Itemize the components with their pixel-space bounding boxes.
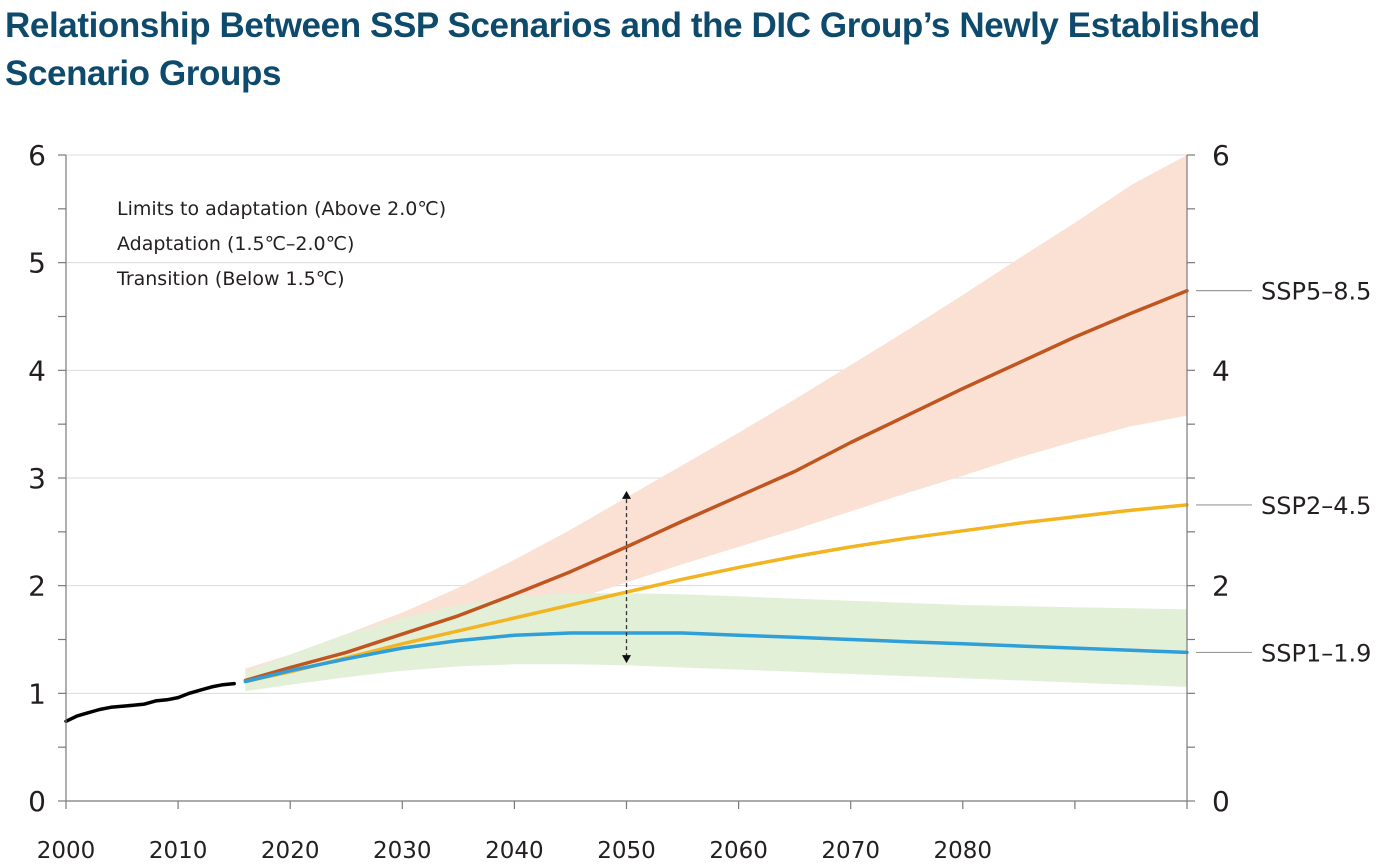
band-ssp5-8-5 xyxy=(245,155,1187,688)
x-tick-label: 2080 xyxy=(934,838,993,864)
band-ssp1-1-9 xyxy=(245,593,1187,692)
series-line-ssp1-1-9 xyxy=(243,631,1189,684)
uncertainty-bands xyxy=(245,155,1187,692)
y-tick-label: 2 xyxy=(28,570,46,603)
x-tick-label: 2030 xyxy=(373,838,432,864)
x-tick-label: 2050 xyxy=(597,838,656,864)
legend-item: Limits to adaptation (Above 2.0℃) xyxy=(117,198,446,220)
annotation-arrow-up xyxy=(622,490,631,499)
legend: Limits to adaptation (Above 2.0℃) Adaptat… xyxy=(116,198,446,290)
annotation-arrow-down xyxy=(622,655,631,664)
x-tick-label: 2000 xyxy=(37,838,96,864)
y-tick-label: 4 xyxy=(28,354,46,387)
series-line-ssp5-8-5 xyxy=(243,288,1189,683)
x-tick-label: 2040 xyxy=(485,838,544,864)
y-tick-label: 0 xyxy=(28,785,46,818)
x-tick-label: 2010 xyxy=(149,838,208,864)
y-tick-label-right: 4 xyxy=(1212,354,1230,387)
series-label-ssp2-4-5: SSP2–4.5 xyxy=(1261,492,1371,520)
series-lines xyxy=(64,288,1189,724)
legend-item: Transition (Below 1.5℃) xyxy=(116,268,345,290)
series-labels: SSP5–8.5 SSP2–4.5 SSP1–1.9 xyxy=(1196,278,1371,667)
y-tick-label: 6 xyxy=(28,139,46,172)
series-line-ssp2-4-5 xyxy=(243,503,1189,684)
chart-title: Relationship Between SSP Scenarios and t… xyxy=(5,6,1260,93)
x-tick-label: 2060 xyxy=(709,838,768,864)
x-tick-label: 2020 xyxy=(261,838,320,864)
y-tick-label-right: 6 xyxy=(1212,139,1230,172)
series-label-ssp1-1-9: SSP1–1.9 xyxy=(1261,639,1371,667)
x-tick-label: 2070 xyxy=(821,838,880,864)
y-tick-label: 1 xyxy=(28,677,46,710)
historical-line xyxy=(64,681,236,724)
y-tick-label-right: 0 xyxy=(1212,785,1230,818)
series-label-ssp5-8-5: SSP5–8.5 xyxy=(1261,278,1371,306)
annotation xyxy=(622,490,631,664)
legend-item: Adaptation (1.5℃–2.0℃) xyxy=(117,233,354,255)
y-tick-label-right: 2 xyxy=(1212,570,1230,603)
axes: 0 1 2 3 4 5 6 0 2 4 6 2000 2010 2020 2030 2040 2050 2060 2… xyxy=(28,139,1230,864)
y-tick-label: 3 xyxy=(28,462,46,495)
y-tick-label: 5 xyxy=(28,247,46,280)
